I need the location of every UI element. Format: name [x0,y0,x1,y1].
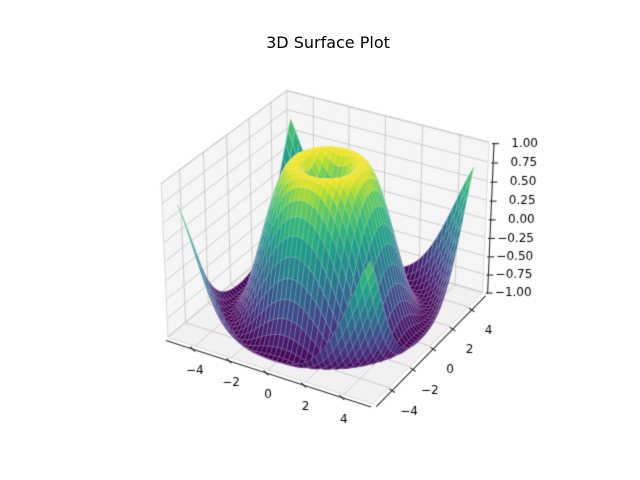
chart-title: 3D Surface Plot [266,33,390,52]
